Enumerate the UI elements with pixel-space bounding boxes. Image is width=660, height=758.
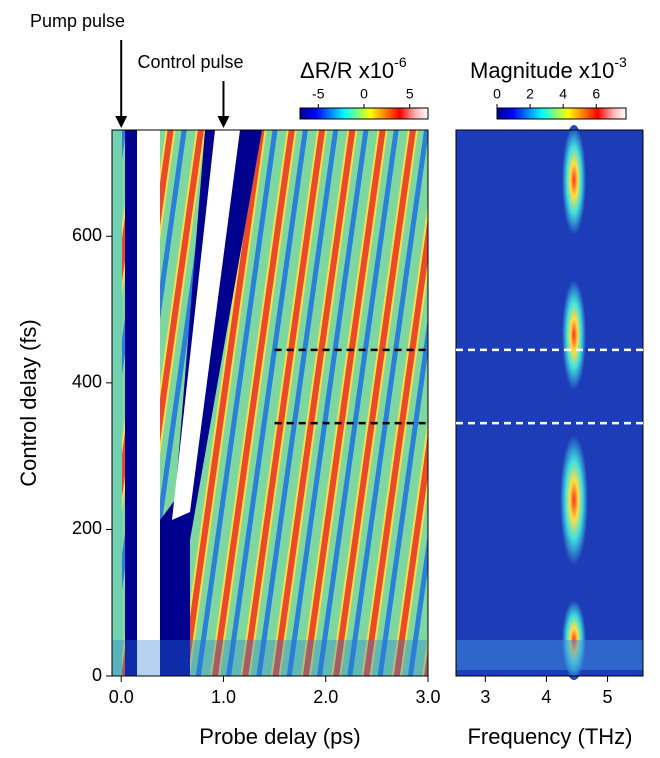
colorbar-exponent: -3 bbox=[614, 54, 627, 70]
colorbar-tick-label: 5 bbox=[406, 86, 414, 102]
x-tick-label: 4 bbox=[541, 687, 551, 707]
colorbar-tick-label: -5 bbox=[312, 86, 325, 102]
x-tick-label: 5 bbox=[603, 687, 613, 707]
x-tick-label: 2.0 bbox=[313, 687, 338, 707]
arrow-head bbox=[115, 116, 128, 128]
x-axis-title: Frequency (THz) bbox=[467, 724, 632, 749]
y-tick-label: 0 bbox=[92, 665, 102, 685]
plot-frame bbox=[455, 129, 644, 677]
colorbar-tick-label: 4 bbox=[559, 86, 567, 102]
colorbar-tick-label: 0 bbox=[360, 86, 368, 102]
heatmap-left bbox=[112, 130, 428, 676]
x-tick-label: 3 bbox=[480, 687, 490, 707]
colorbar-label: Magnitude x10 bbox=[470, 58, 614, 83]
x-axis-title: Probe delay (ps) bbox=[199, 724, 360, 749]
annotation: Control pulse bbox=[137, 52, 243, 72]
y-tick-label: 400 bbox=[72, 372, 102, 392]
plot-frame bbox=[111, 129, 429, 677]
colorbar-title: Magnitude x10-3 bbox=[470, 54, 627, 83]
x-tick-label: 1.0 bbox=[211, 687, 236, 707]
colorbar-tick-label: 2 bbox=[526, 86, 534, 102]
y-tick-label: 600 bbox=[72, 225, 102, 245]
colorbar-tick-label: 6 bbox=[592, 86, 600, 102]
x-tick-label: 3.0 bbox=[415, 687, 440, 707]
heatmap-right bbox=[456, 125, 643, 680]
y-axis-title: Control delay (fs) bbox=[16, 319, 41, 487]
colorbar-title: ΔR/R x10-6 bbox=[300, 54, 407, 83]
colorbar-exponent: -6 bbox=[394, 54, 407, 70]
colorbar-left bbox=[299, 107, 429, 120]
x-tick-label: 0.0 bbox=[109, 687, 134, 707]
colorbar-tick-label: 0 bbox=[493, 86, 501, 102]
colorbar-right bbox=[496, 107, 627, 120]
annotation: Pump pulse bbox=[30, 11, 125, 31]
arrow-head bbox=[217, 116, 230, 128]
colorbar-label: ΔR/R x10 bbox=[300, 58, 394, 83]
y-tick-label: 200 bbox=[72, 518, 102, 538]
